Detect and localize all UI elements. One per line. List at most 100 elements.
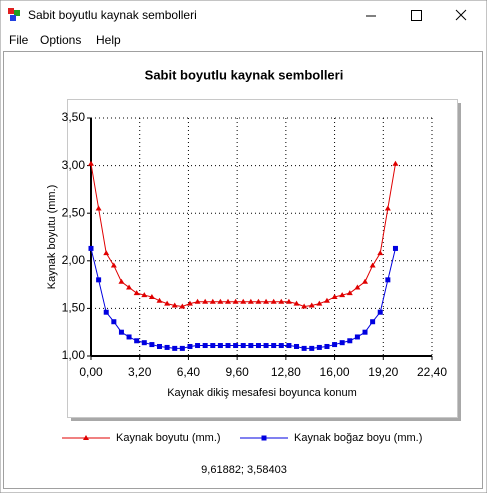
marker: [285, 298, 292, 304]
marker: [164, 300, 171, 306]
marker: [324, 343, 330, 349]
marker: [346, 290, 353, 296]
menu-item[interactable]: Options: [40, 33, 81, 47]
x-tick-label: 6,40: [177, 365, 201, 379]
marker: [293, 300, 300, 306]
marker: [233, 343, 239, 349]
marker: [370, 319, 376, 325]
app-icon: [10, 15, 16, 21]
x-tick-label: 0,00: [79, 365, 103, 379]
y-tick-label: 2,50: [62, 205, 86, 219]
marker: [88, 245, 94, 251]
marker: [240, 343, 246, 349]
marker: [133, 290, 140, 296]
marker: [202, 343, 208, 349]
marker: [384, 205, 391, 211]
marker: [103, 309, 109, 315]
marker: [232, 298, 239, 304]
cursor-coordinates: 9,61882; 3,58403: [201, 464, 287, 476]
marker: [164, 344, 170, 350]
marker: [316, 344, 322, 350]
marker: [323, 297, 330, 303]
legend-marker: [261, 435, 267, 441]
legend-marker: [83, 435, 89, 440]
chart-frame: [67, 99, 458, 418]
marker: [377, 250, 384, 256]
marker: [339, 340, 345, 346]
menu-item[interactable]: Help: [96, 33, 121, 47]
marker: [110, 262, 117, 268]
legend-label: Kaynak boyutu (mm.): [116, 432, 221, 444]
marker: [195, 343, 201, 349]
maximize-button[interactable]: [411, 10, 422, 21]
title-bar: Sabit boyutlu kaynak sembolleri: [8, 8, 467, 22]
marker: [294, 343, 300, 349]
marker: [247, 298, 254, 304]
marker: [111, 319, 117, 325]
marker: [157, 343, 163, 349]
marker: [186, 300, 193, 306]
marker: [308, 302, 315, 308]
x-axis-label: Kaynak dikiş mesafesi boyunca konum: [167, 387, 357, 399]
marker: [217, 343, 223, 349]
marker: [263, 298, 270, 304]
y-tick-label: 3,50: [62, 110, 86, 124]
y-axis-label: Kaynak boyutu (mm.): [46, 185, 58, 290]
marker: [301, 303, 308, 309]
marker: [362, 329, 368, 335]
x-tick-label: 12,80: [271, 365, 301, 379]
app-icon: [8, 8, 14, 14]
marker: [369, 262, 376, 268]
marker: [263, 343, 269, 349]
y-tick-label: 3,00: [62, 158, 86, 172]
marker: [118, 278, 125, 284]
marker: [225, 343, 231, 349]
marker: [172, 345, 178, 351]
x-tick-label: 16,00: [320, 365, 350, 379]
close-button[interactable]: [455, 9, 467, 21]
marker: [332, 342, 338, 348]
marker: [385, 277, 391, 283]
x-tick-label: 3,20: [128, 365, 152, 379]
marker: [377, 309, 383, 315]
marker: [126, 284, 133, 290]
marker: [392, 160, 399, 166]
marker: [354, 284, 361, 290]
marker: [187, 343, 193, 349]
menu-item[interactable]: File: [9, 33, 29, 47]
marker: [278, 298, 285, 304]
marker: [271, 343, 277, 349]
marker: [286, 343, 292, 349]
marker: [392, 245, 398, 251]
marker: [194, 298, 201, 304]
marker: [278, 343, 284, 349]
marker: [316, 300, 323, 306]
marker: [248, 343, 254, 349]
y-tick-label: 1,50: [62, 301, 86, 315]
marker: [179, 345, 185, 351]
marker: [301, 345, 307, 351]
menu-bar: File Options Help: [9, 33, 121, 47]
marker: [156, 297, 163, 303]
marker: [255, 343, 261, 349]
legend-label: Kaynak boğaz boyu (mm.): [294, 432, 422, 444]
marker: [339, 292, 346, 298]
marker: [347, 338, 353, 344]
marker: [270, 298, 277, 304]
marker: [210, 343, 216, 349]
x-tick-label: 22,40: [417, 365, 447, 379]
marker: [141, 292, 148, 298]
window-title: Sabit boyutlu kaynak sembolleri: [28, 8, 197, 22]
marker: [309, 345, 315, 351]
marker: [88, 160, 94, 166]
marker: [141, 340, 147, 346]
marker: [362, 278, 369, 284]
x-tick-label: 9,60: [225, 365, 249, 379]
marker: [118, 329, 124, 335]
marker: [240, 298, 247, 304]
marker: [171, 302, 178, 308]
marker: [134, 338, 140, 344]
marker: [103, 250, 110, 256]
marker: [225, 298, 232, 304]
